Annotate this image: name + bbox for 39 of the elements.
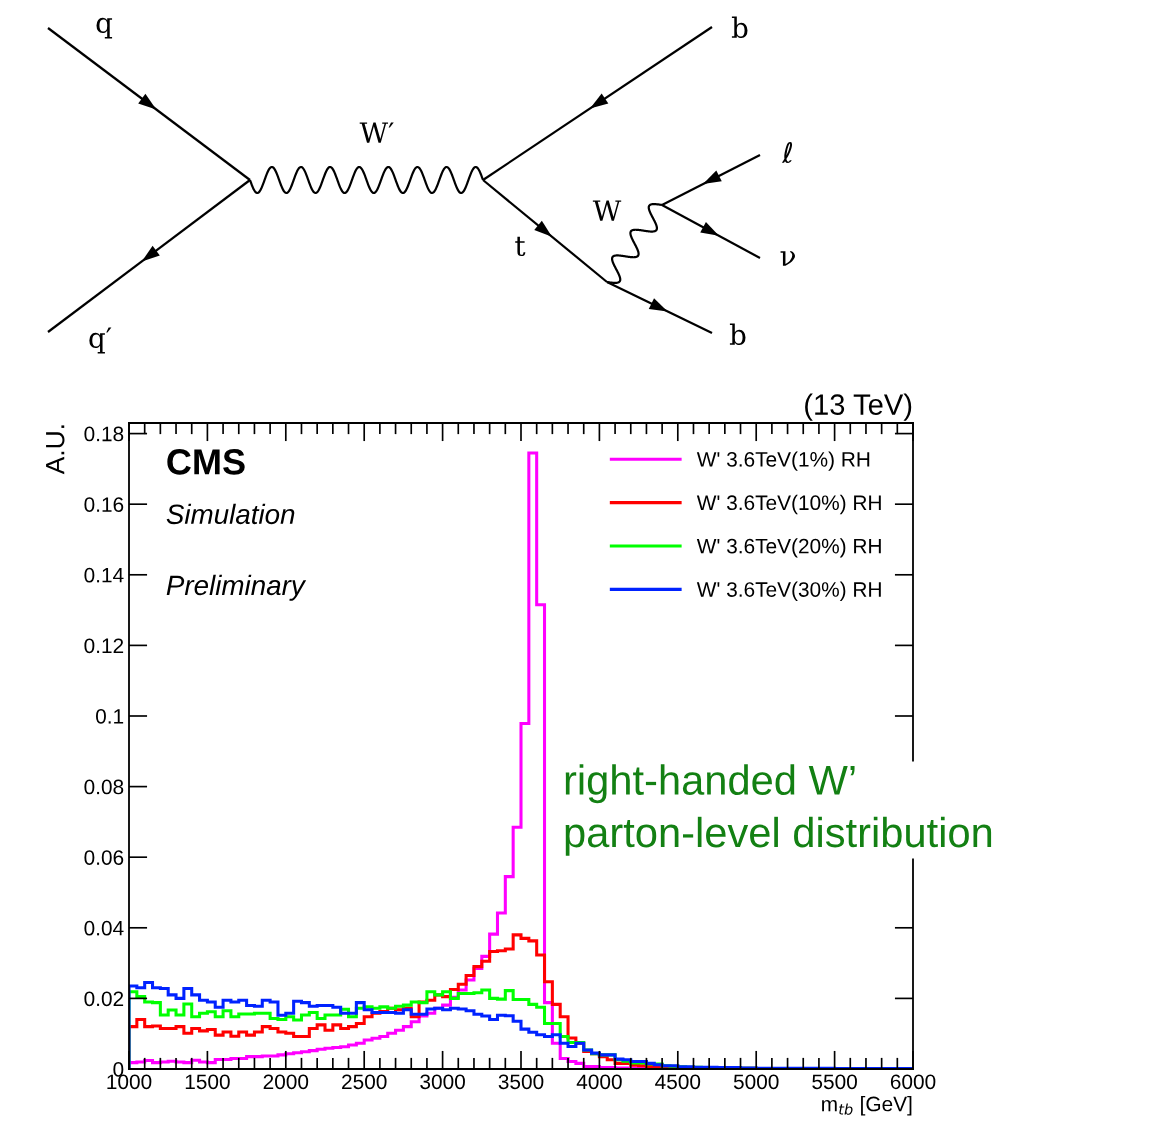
text: W [592, 200, 622, 221]
x-tick-label: 2500 [342, 1074, 387, 1090]
x-tick-label: 3500 [498, 1074, 544, 1090]
y-tick-label: 0.06 [84, 850, 124, 865]
y-tick-label: 0.08 [84, 779, 124, 795]
legend-label: W' 3.6TeV(1%) RH [696, 451, 870, 471]
x-tick-label: 6000 [890, 1074, 936, 1090]
x-axis-title: m$_{tb}$ [GeV] [822, 1096, 912, 1116]
annotation: Preliminary [166, 574, 307, 601]
annotation: CMS [167, 449, 245, 475]
x-tick-label: 4500 [655, 1074, 701, 1090]
text: q [96, 17, 113, 39]
y-tick-label: 0.04 [84, 920, 124, 936]
text: t [515, 236, 526, 257]
y-tick-label: 0.16 [84, 497, 124, 512]
text: q′ [89, 327, 112, 354]
y-tick-label: 0.14 [84, 567, 124, 583]
legend-label: W' 3.6TeV(30%) RH [696, 581, 881, 601]
text: ν [780, 251, 795, 266]
text: b [731, 16, 748, 39]
text: b [729, 323, 746, 346]
y-tick-label: 0.12 [84, 638, 124, 654]
x-tick-label: 3000 [420, 1074, 465, 1090]
chart-title: (13 TeV) [805, 393, 912, 421]
legend-label: W' 3.6TeV(10%) RH [696, 494, 881, 515]
legend-label: W' 3.6TeV(20%) RH [696, 538, 881, 558]
annotation: Simulation [166, 503, 295, 525]
y-axis-title: A.U. [46, 425, 65, 475]
x-tick-label: 5000 [733, 1074, 779, 1090]
x-tick-label: 2000 [263, 1074, 309, 1090]
text: W′ [359, 122, 394, 143]
annotation: right-handed W’ parton-level distribution [565, 764, 992, 856]
y-tick-label: 0.18 [84, 426, 124, 442]
x-tick-label: 1500 [185, 1074, 230, 1090]
text: ℓ [781, 142, 793, 164]
y-tick-label: 0.1 [95, 709, 124, 724]
x-tick-label: 4000 [576, 1074, 622, 1090]
y-tick-label: 0.02 [84, 991, 124, 1007]
x-tick-label: 5500 [812, 1074, 857, 1090]
